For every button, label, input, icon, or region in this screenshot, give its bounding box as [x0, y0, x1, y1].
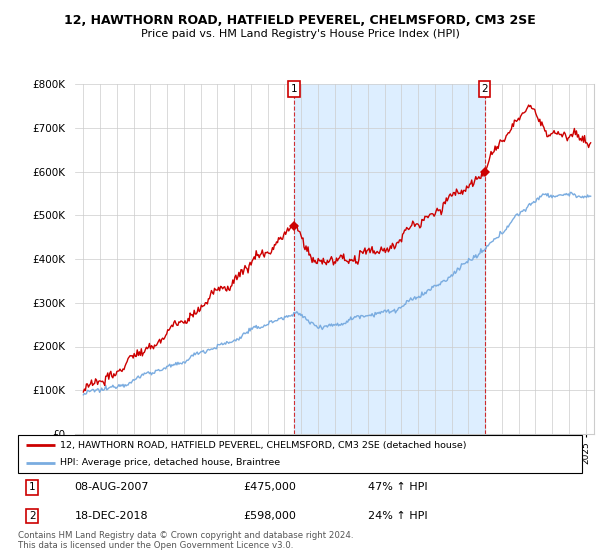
Text: 1: 1: [291, 84, 298, 94]
Text: £475,000: £475,000: [244, 483, 296, 492]
Text: £598,000: £598,000: [244, 511, 296, 521]
Text: 2: 2: [481, 84, 488, 94]
Text: 24% ↑ HPI: 24% ↑ HPI: [368, 511, 427, 521]
Text: Price paid vs. HM Land Registry's House Price Index (HPI): Price paid vs. HM Land Registry's House …: [140, 29, 460, 39]
Text: Contains HM Land Registry data © Crown copyright and database right 2024.
This d: Contains HM Land Registry data © Crown c…: [18, 531, 353, 550]
FancyBboxPatch shape: [18, 435, 582, 473]
Text: HPI: Average price, detached house, Braintree: HPI: Average price, detached house, Brai…: [60, 459, 280, 468]
Text: 2: 2: [29, 511, 35, 521]
Text: 47% ↑ HPI: 47% ↑ HPI: [368, 483, 427, 492]
Text: 08-AUG-2007: 08-AUG-2007: [74, 483, 149, 492]
Text: 12, HAWTHORN ROAD, HATFIELD PEVEREL, CHELMSFORD, CM3 2SE (detached house): 12, HAWTHORN ROAD, HATFIELD PEVEREL, CHE…: [60, 441, 467, 450]
Text: 12, HAWTHORN ROAD, HATFIELD PEVEREL, CHELMSFORD, CM3 2SE: 12, HAWTHORN ROAD, HATFIELD PEVEREL, CHE…: [64, 14, 536, 27]
Text: 18-DEC-2018: 18-DEC-2018: [74, 511, 148, 521]
Text: 1: 1: [29, 483, 35, 492]
Bar: [295, 84, 485, 434]
